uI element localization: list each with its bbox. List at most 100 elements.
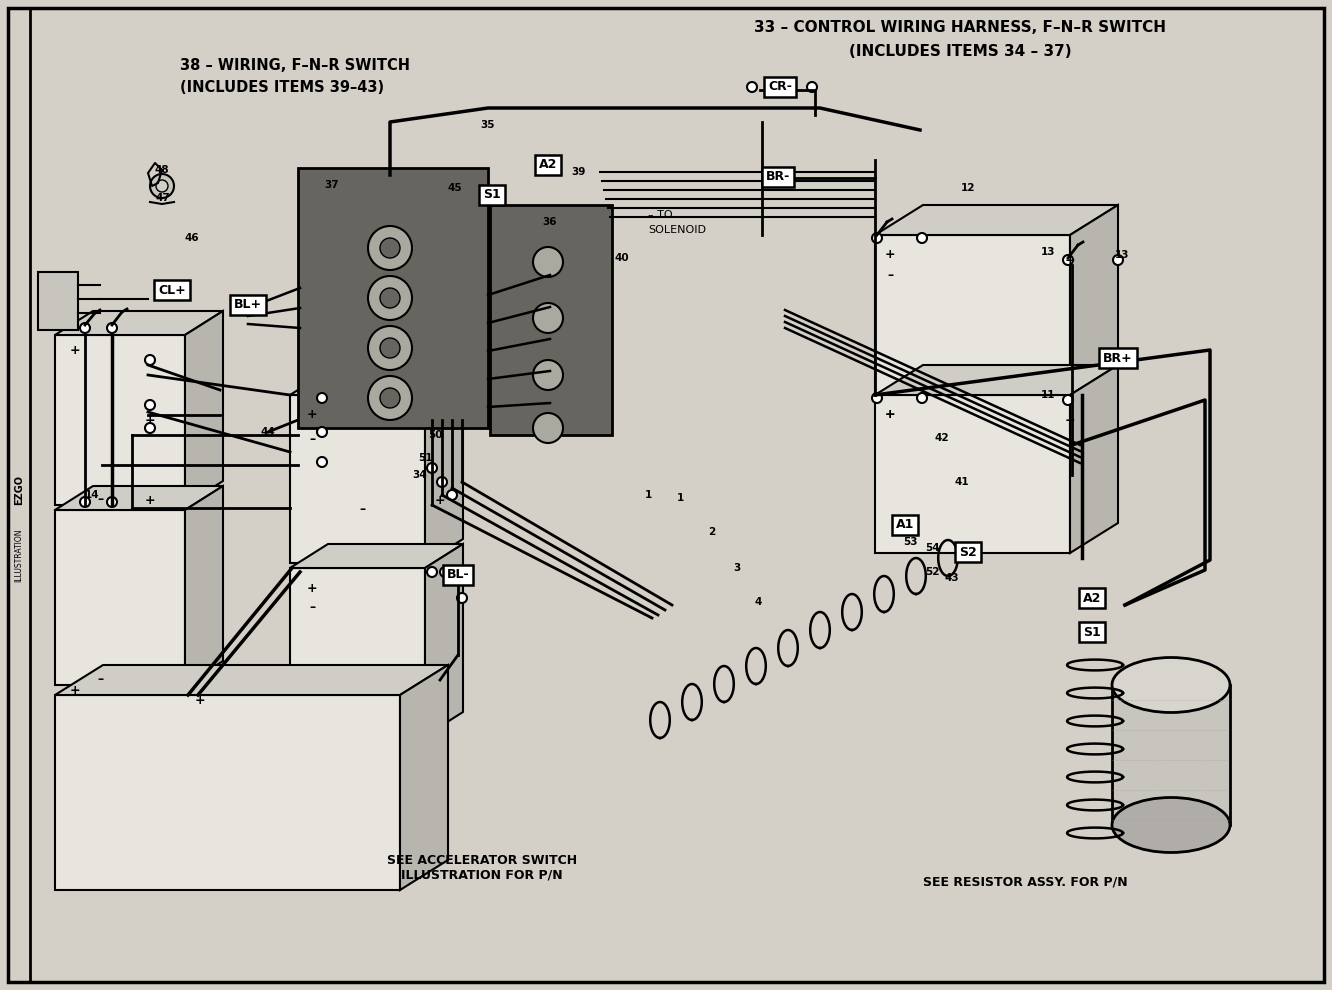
- Text: A2: A2: [1083, 591, 1102, 605]
- Polygon shape: [298, 168, 488, 428]
- Text: A1: A1: [896, 519, 914, 532]
- Circle shape: [457, 593, 468, 603]
- Circle shape: [107, 323, 117, 333]
- Text: 45: 45: [448, 183, 462, 193]
- Text: 54: 54: [924, 543, 939, 553]
- Text: A2: A2: [539, 158, 557, 171]
- Polygon shape: [425, 371, 464, 563]
- Text: +: +: [306, 581, 317, 595]
- Polygon shape: [290, 568, 425, 736]
- Text: BR+: BR+: [1103, 351, 1134, 364]
- Circle shape: [145, 355, 155, 365]
- Text: +: +: [884, 248, 895, 261]
- Text: +: +: [145, 493, 156, 507]
- Text: +: +: [884, 409, 895, 422]
- Circle shape: [807, 82, 817, 92]
- Text: BR-: BR-: [766, 170, 790, 183]
- Polygon shape: [425, 544, 464, 736]
- Text: 3: 3: [734, 563, 741, 573]
- Text: SEE ACCELERATOR SWITCH
ILLUSTRATION FOR P/N: SEE ACCELERATOR SWITCH ILLUSTRATION FOR …: [386, 854, 577, 882]
- Text: S2: S2: [959, 545, 976, 558]
- Text: BL+: BL+: [234, 299, 262, 312]
- Text: 1: 1: [677, 493, 683, 503]
- Polygon shape: [290, 371, 464, 395]
- Circle shape: [368, 326, 412, 370]
- Text: 34: 34: [413, 470, 428, 480]
- Circle shape: [1063, 395, 1074, 405]
- Text: +: +: [306, 409, 317, 422]
- Polygon shape: [490, 205, 611, 435]
- Circle shape: [380, 288, 400, 308]
- Text: 51: 51: [418, 453, 433, 463]
- Text: 14: 14: [85, 490, 100, 500]
- Polygon shape: [185, 486, 222, 685]
- Bar: [39, 272, 79, 330]
- Circle shape: [533, 247, 563, 277]
- Circle shape: [156, 180, 168, 192]
- Text: 37: 37: [325, 180, 340, 190]
- Text: 1: 1: [645, 490, 651, 500]
- Polygon shape: [875, 395, 1070, 553]
- Text: 4: 4: [754, 597, 762, 607]
- Text: 39: 39: [571, 167, 585, 177]
- Text: 13: 13: [1115, 250, 1130, 260]
- Text: 36: 36: [542, 217, 557, 227]
- Circle shape: [428, 567, 437, 577]
- Text: 50: 50: [428, 430, 442, 440]
- Text: –: –: [309, 434, 316, 446]
- Text: 38 – WIRING, F–N–R SWITCH: 38 – WIRING, F–N–R SWITCH: [180, 57, 410, 72]
- Polygon shape: [290, 395, 425, 563]
- Text: SOLENOID: SOLENOID: [647, 225, 706, 235]
- Text: 40: 40: [614, 253, 629, 263]
- Ellipse shape: [1112, 798, 1229, 852]
- Circle shape: [368, 276, 412, 320]
- Text: CR-: CR-: [769, 80, 793, 93]
- Text: 43: 43: [944, 573, 959, 583]
- Text: +: +: [1064, 253, 1075, 266]
- Polygon shape: [875, 365, 1118, 395]
- Circle shape: [380, 338, 400, 358]
- Polygon shape: [55, 311, 222, 335]
- Text: (INCLUDES ITEMS 34 – 37): (INCLUDES ITEMS 34 – 37): [848, 45, 1071, 59]
- Circle shape: [533, 413, 563, 443]
- Polygon shape: [55, 695, 400, 890]
- Circle shape: [428, 463, 437, 473]
- Polygon shape: [1070, 205, 1118, 393]
- Text: 13: 13: [1040, 247, 1055, 257]
- Polygon shape: [400, 665, 448, 890]
- Text: +: +: [1064, 414, 1075, 427]
- Polygon shape: [185, 311, 222, 505]
- Circle shape: [1114, 255, 1123, 265]
- Polygon shape: [1070, 365, 1118, 553]
- Circle shape: [380, 238, 400, 258]
- Circle shape: [533, 303, 563, 333]
- Circle shape: [145, 423, 155, 433]
- Circle shape: [80, 323, 91, 333]
- Text: 48: 48: [155, 165, 169, 175]
- Polygon shape: [875, 235, 1070, 393]
- Circle shape: [368, 226, 412, 270]
- Polygon shape: [55, 486, 222, 510]
- Text: 46: 46: [185, 233, 200, 243]
- Text: S1: S1: [1083, 626, 1100, 639]
- Text: +: +: [69, 344, 80, 356]
- Circle shape: [107, 497, 117, 507]
- Text: CL+: CL+: [159, 283, 186, 296]
- Circle shape: [145, 400, 155, 410]
- Circle shape: [533, 360, 563, 390]
- Circle shape: [872, 233, 882, 243]
- Text: +: +: [145, 414, 156, 427]
- Text: 47: 47: [156, 193, 170, 203]
- Circle shape: [151, 174, 174, 198]
- Text: 53: 53: [903, 537, 918, 547]
- Circle shape: [317, 393, 326, 403]
- Text: 33 – CONTROL WIRING HARNESS, F–N–R SWITCH: 33 – CONTROL WIRING HARNESS, F–N–R SWITC…: [754, 21, 1166, 36]
- Circle shape: [317, 457, 326, 467]
- Text: 35: 35: [481, 120, 496, 130]
- Polygon shape: [55, 510, 185, 685]
- Circle shape: [448, 490, 457, 500]
- Text: 42: 42: [935, 433, 950, 443]
- Text: +: +: [194, 694, 205, 707]
- Text: –: –: [97, 493, 103, 507]
- Text: BL-: BL-: [446, 568, 469, 581]
